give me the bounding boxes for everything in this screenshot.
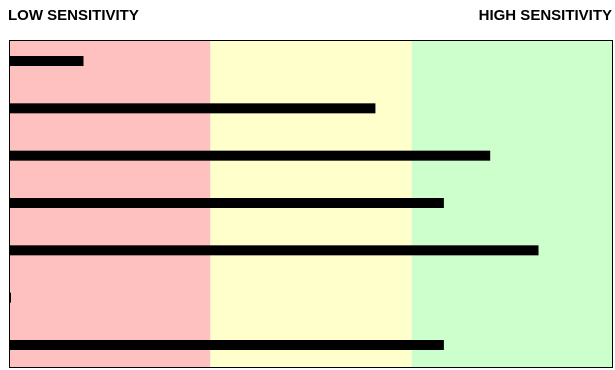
- sensitivity-chart: [9, 40, 613, 368]
- band-3: [411, 40, 613, 368]
- bar-2: [9, 103, 376, 114]
- bar-1: [9, 56, 84, 66]
- chart-svg: [9, 40, 613, 368]
- chart-frame: [9, 40, 613, 368]
- high-sensitivity-label: HIGH SENSITIVITY: [478, 7, 612, 24]
- bar-4: [9, 198, 444, 208]
- bar-7: [9, 340, 444, 350]
- low-sensitivity-label: LOW SENSITIVITY: [8, 7, 139, 24]
- bar-5: [9, 245, 539, 256]
- bar-3: [9, 150, 491, 161]
- header: LOW SENSITIVITY HIGH SENSITIVITY: [0, 0, 615, 36]
